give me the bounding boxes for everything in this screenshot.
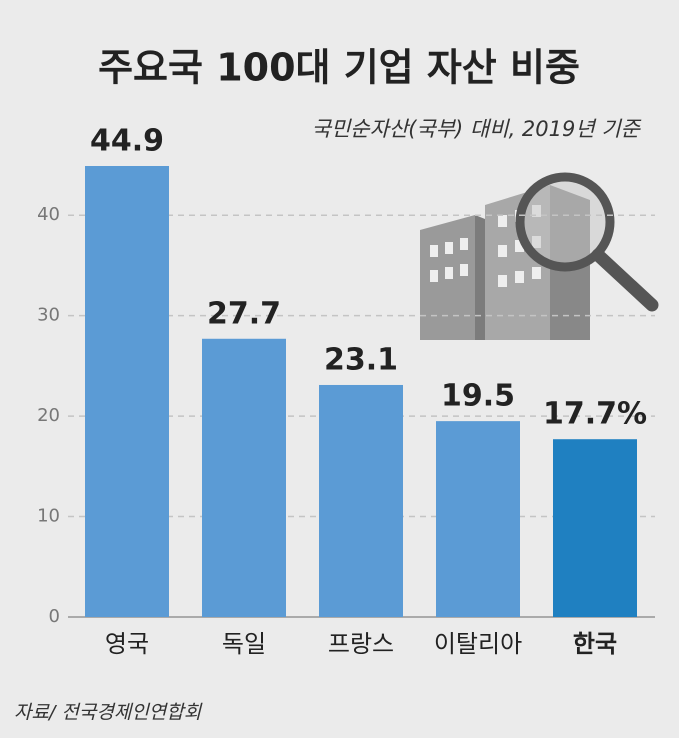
chart-subtitle: 국민순자산(국부) 대비, 2019년 기준: [312, 117, 642, 141]
y-tick-label: 0: [49, 606, 60, 627]
y-tick-label: 10: [37, 506, 60, 527]
value-label: 44.9: [90, 124, 164, 159]
y-tick-label: 20: [37, 405, 60, 426]
bar: [319, 384, 403, 617]
value-label: 27.7: [207, 296, 281, 331]
value-label: 19.5: [441, 379, 515, 414]
y-tick-label: 40: [37, 204, 60, 225]
x-tick-label: 한국: [573, 630, 617, 658]
chart-title: 주요국 100대 기업 자산 비중: [98, 46, 580, 90]
bar: [553, 439, 637, 617]
bar: [85, 166, 169, 617]
y-tick-label: 30: [37, 305, 60, 326]
x-tick-label: 프랑스: [328, 630, 394, 658]
bar: [436, 421, 520, 617]
value-label: 23.1: [324, 342, 398, 377]
bar: [202, 338, 286, 617]
x-tick-label: 독일: [222, 630, 266, 658]
x-tick-label: 영국: [105, 630, 149, 658]
x-tick-label: 이탈리아: [434, 630, 522, 658]
source: 자료/ 전국경제인연합회: [14, 702, 203, 724]
building-icon: [420, 172, 659, 340]
value-label: 17.7%: [543, 397, 647, 432]
